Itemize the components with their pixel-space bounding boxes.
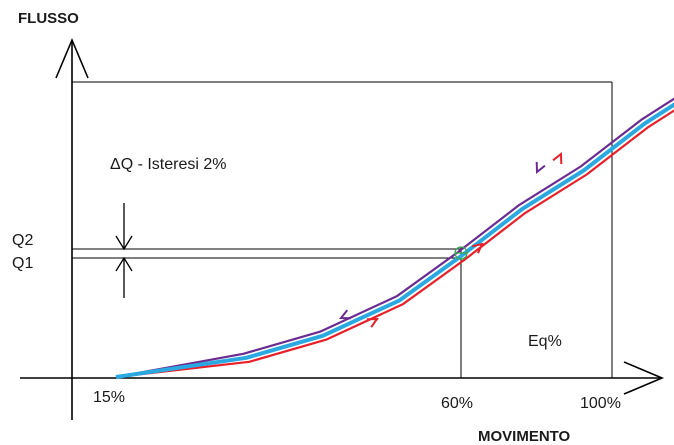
y-axis-arrowhead [55, 37, 89, 79]
opening-curve [115, 109, 674, 379]
x-tick-15: 15% [93, 389, 125, 406]
x-tick-100: 100% [580, 395, 621, 412]
x-axis-title: MOVIMENTO [478, 428, 571, 445]
closing-arrow-low [338, 309, 352, 320]
q2-label: Q2 [12, 232, 33, 249]
hysteresis-annotation: ΔQ - Isteresi 2% [110, 156, 227, 173]
intersection-marker [454, 246, 468, 260]
x-tick-60: 60% [441, 395, 473, 412]
opening-arrow-mid [471, 242, 484, 254]
opening-arrow-high [552, 151, 563, 165]
closing-curve [115, 97, 674, 379]
y-axis-title: FLUSSO [18, 10, 79, 27]
opening-arrow-low [366, 317, 379, 328]
curve-type-label: Eq% [528, 333, 562, 350]
mean-curve [115, 102, 674, 379]
x-axis-arrowhead [623, 361, 665, 395]
q1-label: Q1 [12, 255, 33, 272]
closing-arrow-high [535, 161, 546, 175]
delta-q-arrows [115, 203, 133, 298]
